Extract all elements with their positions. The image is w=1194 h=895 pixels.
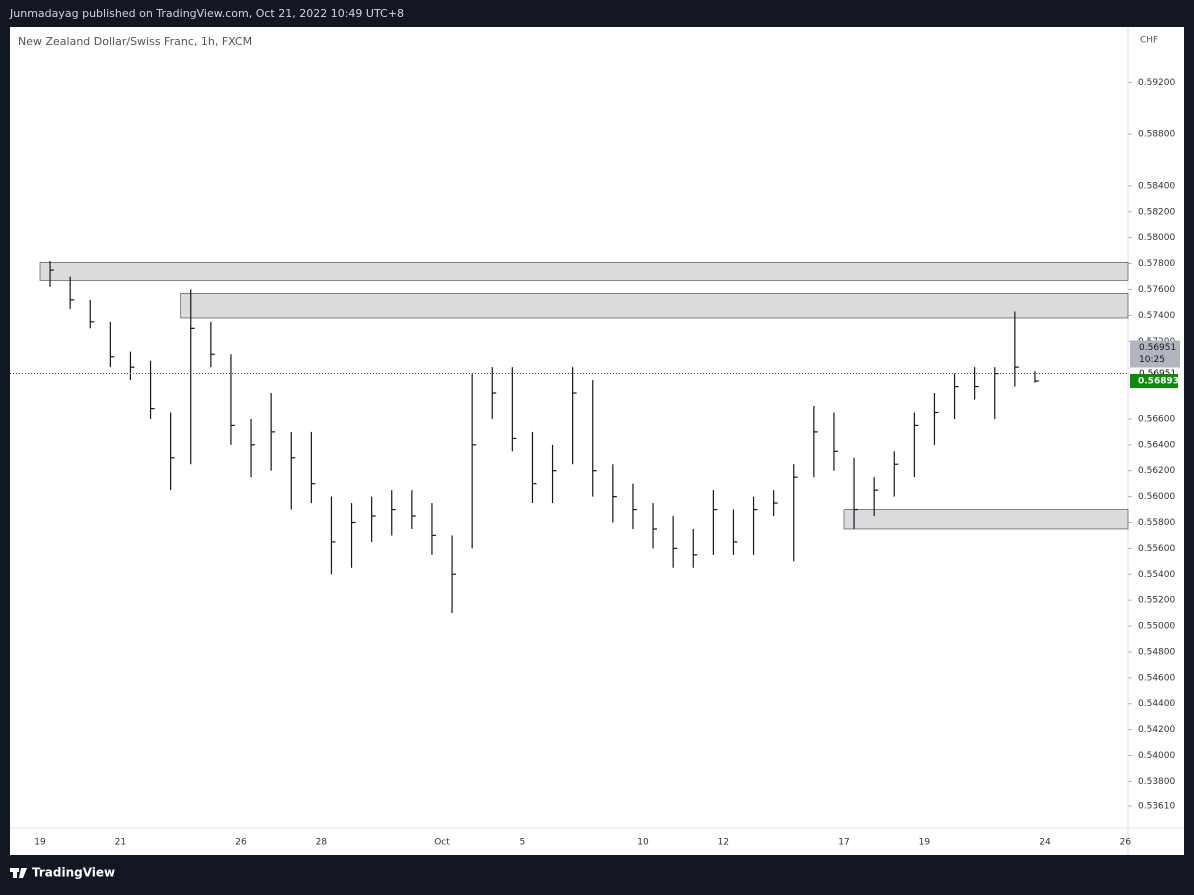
y-tick-label: 0.54200 xyxy=(1138,725,1175,735)
y-tick-label: 0.56400 xyxy=(1138,440,1175,450)
y-tick-label: 0.53800 xyxy=(1138,777,1175,787)
y-tick-label: 0.55200 xyxy=(1138,596,1175,606)
y-tick-label: 0.56000 xyxy=(1138,492,1175,502)
y-tick-label: 0.54000 xyxy=(1138,751,1175,761)
plot: 0.59200 0.58800 0.58400 0.58200 0.58000 0.578… xyxy=(10,78,1180,848)
x-tick-label: 26 xyxy=(1120,838,1132,848)
x-tick-label: 5 xyxy=(520,838,526,848)
y-tick-label: 0.57400 xyxy=(1138,311,1175,321)
y-tick-label: 0.58400 xyxy=(1138,181,1175,191)
price-label-box xyxy=(1130,340,1180,368)
y-tick-label: 0.55600 xyxy=(1138,544,1175,554)
y-tick-label: 0.55400 xyxy=(1138,570,1175,580)
close-price-label: 0.56893 xyxy=(1138,377,1179,387)
x-tick-label: 24 xyxy=(1039,838,1051,848)
last-price-label: 0.56951 xyxy=(1139,343,1176,353)
countdown-label: 10:25 xyxy=(1139,355,1165,365)
x-tick-label: 17 xyxy=(838,838,849,848)
y-axis-label: CHF xyxy=(1140,36,1158,46)
y-tick-label: 0.54400 xyxy=(1138,699,1175,709)
x-tick-label: 19 xyxy=(34,838,46,848)
x-tick-label: 26 xyxy=(235,838,247,848)
chart-title: New Zealand Dollar/Swiss Franc, 1h, FXCM xyxy=(18,35,252,48)
y-tick-label: 0.57800 xyxy=(1138,259,1175,269)
y-tick-label: 0.59200 xyxy=(1138,78,1175,88)
y-tick-label: 0.55800 xyxy=(1138,518,1175,528)
y-tick-label: 0.57600 xyxy=(1138,285,1175,295)
zone xyxy=(843,509,1129,530)
y-tick-label: 0.58800 xyxy=(1138,130,1175,140)
y-tick-label: 0.53610 xyxy=(1138,801,1175,811)
last-price-label: 0.56951 xyxy=(1139,369,1176,379)
y-tick-label: 0.58000 xyxy=(1138,233,1175,243)
y-tick-label: 0.56200 xyxy=(1138,466,1175,476)
brand: TradingView xyxy=(32,866,115,880)
x-tick-label: 21 xyxy=(115,838,126,848)
x-tick-label: 10 xyxy=(637,838,649,848)
x-tick-label: 28 xyxy=(316,838,328,848)
y-tick-label: 0.54600 xyxy=(1138,673,1175,683)
zone xyxy=(180,293,1129,319)
close-price-box xyxy=(1130,374,1178,389)
chart-area xyxy=(10,27,1184,855)
y-tick-label: 0.56600 xyxy=(1138,414,1175,424)
y-tick-label: 0.55000 xyxy=(1138,622,1175,632)
zone xyxy=(39,261,1129,281)
logo xyxy=(10,868,27,878)
x-tick-label: Oct xyxy=(434,838,450,848)
publish-info: Junmadayag published on TradingView.com,… xyxy=(9,7,404,20)
x-tick-label: 12 xyxy=(718,838,729,848)
y-tick-label: 0.58200 xyxy=(1138,207,1175,217)
x-tick-label: 19 xyxy=(919,838,931,848)
y-tick-label: 0.54800 xyxy=(1138,647,1175,657)
